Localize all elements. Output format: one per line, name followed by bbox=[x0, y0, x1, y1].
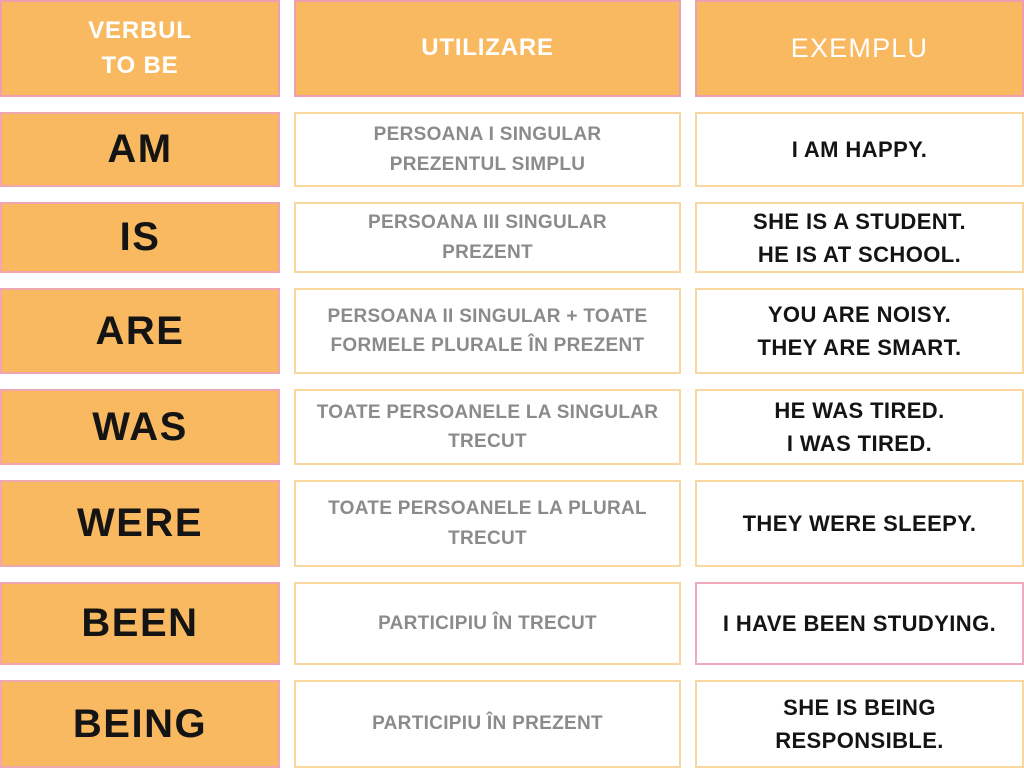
verb-cell-been: BEEN bbox=[0, 582, 280, 665]
usage-cell-is: PERSOANA III SINGULAR PREZENT bbox=[294, 202, 681, 273]
verb-cell-was: WAS bbox=[0, 389, 280, 465]
verb-cell-being: BEING bbox=[0, 680, 280, 768]
usage-cell-been: PARTICIPIU ÎN TRECUT bbox=[294, 582, 681, 665]
verb-cell-is: IS bbox=[0, 202, 280, 273]
verb-cell-are: ARE bbox=[0, 288, 280, 374]
usage-cell-being: PARTICIPIU ÎN PREZENT bbox=[294, 680, 681, 768]
example-cell-am: I AM HAPPY. bbox=[695, 112, 1024, 187]
usage-cell-am: PERSOANA I SINGULAR PREZENTUL SIMPLU bbox=[294, 112, 681, 187]
example-cell-were: THEY WERE SLEEPY. bbox=[695, 480, 1024, 567]
example-cell-was: HE WAS TIRED. I WAS TIRED. bbox=[695, 389, 1024, 465]
verb-cell-am: AM bbox=[0, 112, 280, 187]
verb-cell-were: WERE bbox=[0, 480, 280, 567]
column-header-exemplu: EXEMPLU bbox=[695, 0, 1024, 97]
example-cell-being: SHE IS BEING RESPONSIBLE. bbox=[695, 680, 1024, 768]
column-header-verbul-to-be: VERBUL TO BE bbox=[0, 0, 280, 97]
usage-cell-were: TOATE PERSOANELE LA PLURAL TRECUT bbox=[294, 480, 681, 567]
example-cell-is: SHE IS A STUDENT. HE IS AT SCHOOL. bbox=[695, 202, 1024, 273]
example-cell-been: I HAVE BEEN STUDYING. bbox=[695, 582, 1024, 665]
usage-cell-was: TOATE PERSOANELE LA SINGULAR TRECUT bbox=[294, 389, 681, 465]
example-cell-are: YOU ARE NOISY. THEY ARE SMART. bbox=[695, 288, 1024, 374]
column-header-utilizare: UTILIZARE bbox=[294, 0, 681, 97]
usage-cell-are: PERSOANA II SINGULAR + TOATE FORMELE PLU… bbox=[294, 288, 681, 374]
